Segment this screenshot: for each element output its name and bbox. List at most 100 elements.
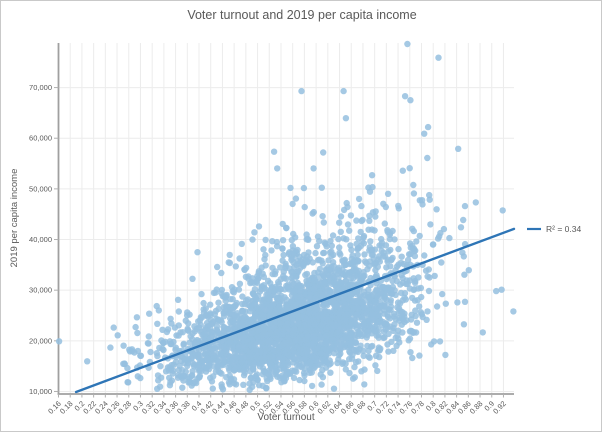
scatter-point	[409, 225, 416, 232]
scatter-point	[238, 351, 246, 358]
scatter-point	[351, 374, 358, 381]
scatter-point	[298, 313, 305, 321]
scatter-point	[274, 165, 281, 172]
scatter-point	[327, 237, 334, 245]
scatter-point	[446, 234, 453, 242]
scatter-point	[175, 372, 182, 379]
scatter-point	[304, 253, 311, 260]
scatter-point	[124, 364, 131, 372]
scatter-point	[433, 206, 440, 213]
scatter-point	[249, 275, 256, 282]
scatter-point	[251, 286, 259, 293]
scatter-point	[255, 223, 263, 230]
scatter-point	[295, 267, 302, 275]
scatter-point	[107, 344, 114, 351]
scatter-point	[385, 330, 392, 338]
scatter-point	[163, 328, 171, 336]
scatter-point	[436, 233, 443, 240]
scatter-point	[439, 290, 446, 298]
scatter-point	[380, 334, 387, 342]
scatter-point	[251, 313, 259, 320]
scatter-point	[339, 266, 346, 274]
scatter-point	[267, 319, 274, 327]
y-tick-label: 10,000	[29, 387, 52, 396]
scatter-point	[260, 368, 268, 375]
scatter-point	[195, 367, 203, 375]
scatter-point	[225, 259, 232, 266]
scatter-point	[403, 262, 410, 269]
scatter-point	[185, 379, 192, 386]
scatter-point	[310, 353, 317, 361]
scatter-point	[301, 355, 308, 362]
scatter-point	[191, 323, 198, 330]
scatter-point	[191, 340, 199, 348]
scatter-point	[366, 317, 373, 324]
scatter-point	[160, 346, 167, 354]
scatter-point	[223, 291, 230, 299]
scatter-point	[174, 296, 182, 303]
scatter-point	[120, 342, 127, 349]
scatter-point	[238, 358, 246, 365]
scatter-point	[410, 190, 418, 197]
scatter-point	[282, 302, 290, 309]
scatter-point	[311, 277, 318, 284]
scatter-point	[326, 319, 334, 326]
scatter-point	[346, 340, 353, 347]
scatter-point	[416, 352, 423, 359]
scatter-point	[408, 316, 415, 323]
scatter-point	[460, 321, 468, 328]
scatter-point	[235, 344, 242, 351]
scatter-point	[426, 191, 433, 199]
scatter-point	[364, 331, 371, 339]
scatter-point	[256, 363, 264, 370]
scatter-point	[202, 330, 209, 337]
scatter-point	[407, 327, 414, 334]
scatter-point	[212, 368, 220, 375]
scatter-point	[184, 325, 191, 333]
scatter-point	[415, 285, 422, 292]
scatter-point	[289, 255, 296, 262]
scatter-point	[429, 241, 437, 248]
scatter-point	[335, 310, 343, 317]
scatter-point	[320, 149, 327, 156]
scatter-point	[357, 228, 364, 236]
scatter-point	[207, 301, 214, 308]
scatter-point	[384, 227, 391, 234]
scatter-point	[267, 312, 274, 319]
x-tick-label: 0.48	[234, 399, 251, 416]
scatter-point	[281, 339, 289, 347]
scatter-point	[335, 356, 342, 363]
trendline-layer	[74, 227, 516, 394]
scatter-point	[354, 258, 362, 265]
scatter-point	[297, 325, 304, 332]
scatter-point	[319, 374, 327, 381]
scatter-point	[292, 195, 300, 202]
scatter-point	[499, 207, 506, 214]
scatter-point	[316, 265, 324, 273]
scatter-point	[154, 320, 161, 327]
scatter-point	[335, 235, 342, 243]
scatter-point	[354, 251, 361, 259]
scatter-point	[433, 303, 441, 310]
scatter-point	[479, 329, 486, 336]
scatter-point	[457, 224, 465, 231]
scatter-point	[323, 358, 330, 366]
scatter-point	[395, 261, 402, 268]
scatter-point	[384, 190, 392, 197]
scatter-point	[341, 313, 348, 320]
scatter-point	[405, 337, 412, 344]
scatter-point	[247, 341, 255, 349]
scatter-point	[344, 221, 352, 228]
scatter-point	[184, 362, 191, 369]
scatter-point	[349, 252, 356, 259]
scatter-point	[155, 307, 162, 314]
scatter-point	[305, 309, 313, 316]
scatter-point	[371, 328, 379, 335]
scatter-point	[332, 268, 339, 276]
scatter-point	[296, 298, 304, 305]
scatter-point	[280, 366, 288, 374]
scatter-point	[407, 97, 414, 104]
axes	[57, 43, 514, 395]
scatter-point	[195, 352, 202, 360]
scatter-point	[314, 257, 322, 264]
